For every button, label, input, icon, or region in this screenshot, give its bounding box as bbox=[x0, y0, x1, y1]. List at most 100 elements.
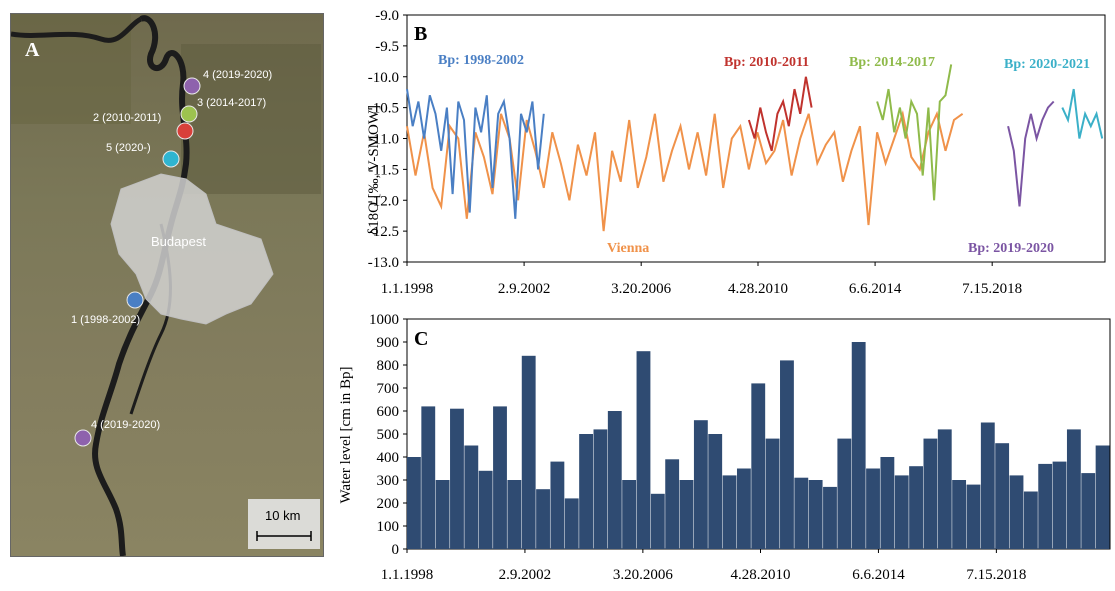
y-tick-label: 300 bbox=[377, 473, 400, 489]
water-level-bar bbox=[550, 461, 565, 549]
site-marker bbox=[183, 77, 201, 95]
site-marker-4-north: 4 (2019-2020) bbox=[183, 69, 272, 95]
series-label: Bp: 2020-2021 bbox=[1004, 57, 1090, 72]
site-marker bbox=[180, 105, 198, 123]
water-level-bar bbox=[421, 406, 436, 549]
water-level-bar bbox=[837, 438, 852, 549]
x-tick-label: 6.6.2014 bbox=[852, 567, 905, 583]
river-danube-upper bbox=[11, 16, 143, 43]
site-label: 2 (2010-2011) bbox=[93, 112, 161, 124]
y-tick-label: 700 bbox=[377, 381, 400, 397]
x-tick-label: 2.9.2002 bbox=[499, 567, 552, 583]
water-level-bar bbox=[1052, 461, 1067, 549]
site-map: Budapest A 4 (2019-2020) 3 (2014-2017) 2… bbox=[10, 13, 324, 557]
site-marker-4-south: 4 (2019-2020) bbox=[74, 419, 160, 447]
water-level-bar bbox=[851, 342, 866, 549]
series-line bbox=[1061, 88, 1104, 139]
y-tick-label: -10.0 bbox=[368, 70, 399, 86]
y-tick-label: 900 bbox=[377, 335, 400, 351]
y-tick-label: 400 bbox=[377, 450, 400, 466]
series-label: Bp: 2019-2020 bbox=[968, 241, 1054, 256]
y-tick-label: 600 bbox=[377, 404, 400, 420]
y-tick-label: -12.0 bbox=[368, 193, 399, 209]
series-label: Vienna bbox=[607, 241, 649, 256]
panel-label-c: C bbox=[414, 328, 428, 350]
y-tick-label: 100 bbox=[377, 519, 400, 535]
isotope-chart: B δ18O [‰, V-SMOW] -9.0 -9.5 -10.0 -10.5 -11… bbox=[366, 8, 1106, 297]
water-level-bar bbox=[521, 355, 536, 549]
water-level-bar bbox=[650, 493, 665, 549]
water-level-bar bbox=[765, 438, 780, 549]
water-level-bar bbox=[507, 480, 522, 549]
water-level-bar bbox=[995, 443, 1010, 549]
water-level-chart: C Water level [cm in Bp] 0 100 200 300 400 50… bbox=[338, 312, 1111, 583]
water-level-bar bbox=[794, 477, 809, 549]
scale-bar: 10 km bbox=[248, 499, 320, 549]
x-tick-label: 3.20.2006 bbox=[611, 281, 672, 297]
series-line bbox=[747, 76, 813, 152]
y-tick-label: 1000 bbox=[369, 312, 399, 328]
water-level-bar bbox=[780, 360, 794, 549]
site-label: 4 (2019-2020) bbox=[203, 69, 272, 81]
y-tick-label: -11.5 bbox=[368, 162, 399, 178]
y-tick-label: -13.0 bbox=[368, 255, 399, 271]
x-tick-label: 7.15.2018 bbox=[966, 567, 1026, 583]
site-label: 1 (1998-2002) bbox=[71, 314, 140, 326]
water-level-bar bbox=[593, 429, 608, 549]
water-level-bar bbox=[464, 445, 479, 549]
water-level-bar bbox=[952, 480, 967, 549]
y-axis-label: δ18O [‰, V-SMOW] bbox=[366, 105, 382, 235]
site-label: 3 (2014-2017) bbox=[197, 97, 266, 109]
series-label: Bp: 2014-2017 bbox=[849, 55, 935, 70]
x-tick-label: 4.28.2010 bbox=[728, 281, 788, 297]
site-marker-5: 5 (2020-) bbox=[106, 142, 180, 168]
site-marker-3: 3 (2014-2017) bbox=[180, 97, 266, 123]
site-marker bbox=[162, 150, 180, 168]
water-level-bar bbox=[923, 438, 938, 549]
series-line bbox=[876, 64, 953, 201]
water-level-bar bbox=[1095, 445, 1110, 549]
site-label: 4 (2019-2020) bbox=[91, 419, 160, 431]
y-tick-label: -10.5 bbox=[368, 101, 399, 117]
water-level-bar bbox=[679, 480, 694, 549]
water-level-bar bbox=[894, 475, 909, 549]
hills-area bbox=[11, 14, 131, 124]
y-tick-label: 200 bbox=[377, 496, 400, 512]
water-level-bar bbox=[607, 411, 622, 549]
water-level-bar bbox=[909, 466, 923, 549]
y-tick-label: -12.5 bbox=[368, 224, 399, 240]
site-marker-2: 2 (2010-2011) bbox=[93, 112, 194, 140]
water-level-bar bbox=[708, 434, 723, 549]
site-marker bbox=[74, 429, 92, 447]
panel-label-b: B bbox=[414, 23, 427, 45]
series-line bbox=[406, 109, 964, 232]
site-map-image: Budapest A 4 (2019-2020) 3 (2014-2017) 2… bbox=[11, 14, 323, 556]
water-level-bar bbox=[1038, 463, 1053, 549]
water-level-bar bbox=[1023, 491, 1038, 549]
y-tick-label: 0 bbox=[392, 542, 400, 558]
water-level-bar bbox=[937, 429, 952, 549]
water-level-bar bbox=[1066, 429, 1081, 549]
hills-area bbox=[181, 44, 321, 194]
x-tick-label: 1.1.1998 bbox=[381, 281, 434, 297]
budapest-city-area bbox=[110, 173, 274, 325]
scale-label: 10 km bbox=[265, 508, 300, 523]
x-tick-label: 1.1.1998 bbox=[381, 567, 434, 583]
x-tick-label: 4.28.2010 bbox=[731, 567, 791, 583]
series-label: Bp: 1998-2002 bbox=[438, 53, 524, 68]
y-tick-label: 800 bbox=[377, 358, 400, 374]
water-level-bar bbox=[736, 468, 751, 549]
y-tick-label: -11.0 bbox=[368, 132, 399, 148]
water-level-bar bbox=[693, 420, 708, 549]
water-level-bar bbox=[823, 486, 837, 549]
water-level-bar bbox=[636, 351, 651, 549]
scale-box bbox=[248, 499, 320, 549]
site-label: 5 (2020-) bbox=[106, 142, 151, 154]
x-tick-label: 6.6.2014 bbox=[849, 281, 902, 297]
water-level-bar bbox=[622, 480, 637, 549]
y-tick-label: 500 bbox=[377, 427, 400, 443]
city-label: Budapest bbox=[151, 234, 206, 249]
site-marker-1: 1 (1998-2002) bbox=[71, 291, 144, 326]
panel-label-a: A bbox=[25, 39, 40, 61]
series-label: Bp: 2010-2011 bbox=[724, 55, 809, 70]
